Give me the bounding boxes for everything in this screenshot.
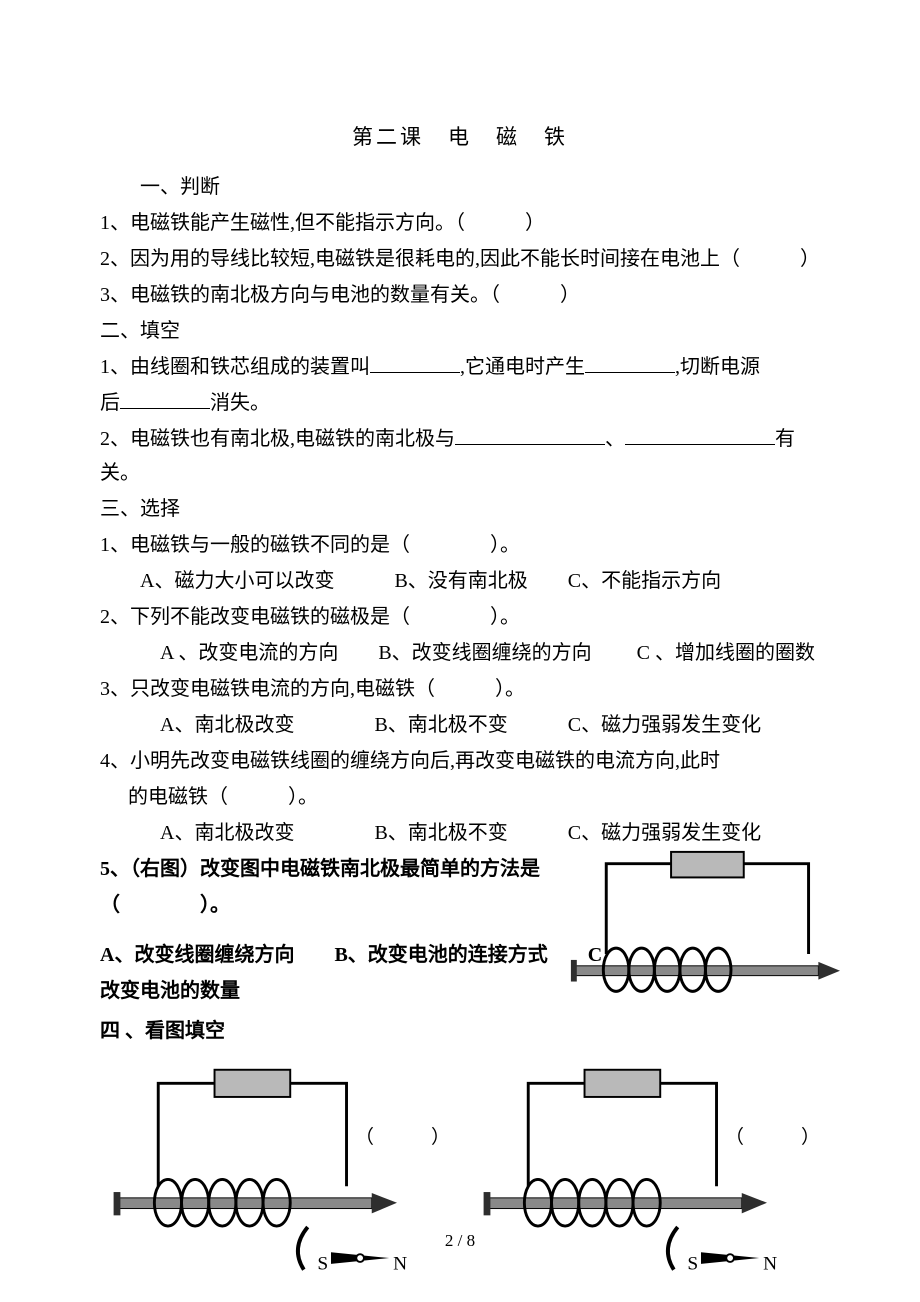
lesson-title: 第二课 电 磁 铁: [100, 120, 820, 156]
compass-n-label: N: [393, 1253, 407, 1274]
page: 第二课 电 磁 铁 一、判断 1、电磁铁能产生磁性,但不能指示方向。（ ） 2、…: [0, 0, 920, 1302]
s3-q1: 1、电磁铁与一般的磁铁不同的是（ ）。: [100, 528, 820, 562]
blank: [585, 352, 675, 373]
s1-q3: 3、电磁铁的南北极方向与电池的数量有关。（ ）: [100, 278, 820, 312]
section2-header: 二、填空: [100, 314, 820, 348]
section4-header: 四 、看图填空: [100, 1014, 820, 1048]
s2-q1-d: 后: [100, 392, 120, 414]
s2-q1-c: ,切断电源: [675, 356, 760, 378]
section3-header: 三、选择: [100, 492, 820, 526]
sec4-left-paren: （ ）: [355, 1122, 450, 1154]
s2-q2-b: 、: [605, 428, 625, 450]
q5-circuit-diagram: [565, 846, 840, 1013]
s3-q2: 2、下列不能改变电磁铁的磁极是（ ）。: [100, 600, 820, 634]
blank: [370, 352, 460, 373]
s1-q2: 2、因为用的导线比较短,电磁铁是很耗电的,因此不能长时间接在电池上（ ）: [100, 242, 820, 276]
s3-q4b: 的电磁铁（ ）。: [100, 780, 820, 814]
section1-header: 一、判断: [100, 170, 820, 204]
s3-q4-opts: A、南北极改变 B、南北极不变 C、磁力强弱发生变化: [100, 816, 820, 850]
s3-q1-opts: A、磁力大小可以改变 B、没有南北极 C、不能指示方向: [100, 564, 820, 598]
sec4-right-paren: （ ）: [725, 1122, 820, 1154]
compass-s-label: S: [687, 1253, 698, 1274]
compass-s-label: S: [317, 1253, 328, 1274]
s2-q1-cont: 后 消失。: [100, 386, 820, 420]
s2-q1: 1、由线圈和铁芯组成的装置叫 ,它通电时产生 ,切断电源: [100, 350, 820, 384]
s2-q1-b: ,它通电时产生: [460, 356, 585, 378]
blank: [455, 424, 605, 445]
s2-q1-e: 消失。: [210, 392, 270, 414]
blank: [625, 424, 775, 445]
s3-q3: 3、只改变电磁铁电流的方向,电磁铁（ ）。: [100, 672, 820, 706]
s3-q5-wrap: 5、（右图）改变图中电磁铁南北极最简单的方法是 （ ）。 A、改变线圈缠绕方向 …: [100, 852, 820, 1008]
blank: [120, 388, 210, 409]
s2-q2-a: 2、电磁铁也有南北极,电磁铁的南北极与: [100, 428, 455, 450]
compass-n-label: N: [763, 1253, 777, 1274]
s3-q2-opts: A 、改变电流的方向 B、改变线圈缠绕的方向 C 、增加线圈的圈数: [100, 636, 820, 670]
electromagnet-icon: [565, 846, 840, 1013]
s3-q4a: 4、小明先改变电磁铁线圈的缠绕方向后,再改变电磁铁的电流方向,此时: [100, 744, 820, 778]
s3-q3-opts: A、南北极改变 B、南北极不变 C、磁力强弱发生变化: [100, 708, 820, 742]
page-number: 2 / 8: [0, 1227, 920, 1256]
s1-q1: 1、电磁铁能产生磁性,但不能指示方向。（ ）: [100, 206, 820, 240]
s2-q1-a: 1、由线圈和铁芯组成的装置叫: [100, 356, 370, 378]
s2-q2: 2、电磁铁也有南北极,电磁铁的南北极与、有关。: [100, 422, 820, 490]
